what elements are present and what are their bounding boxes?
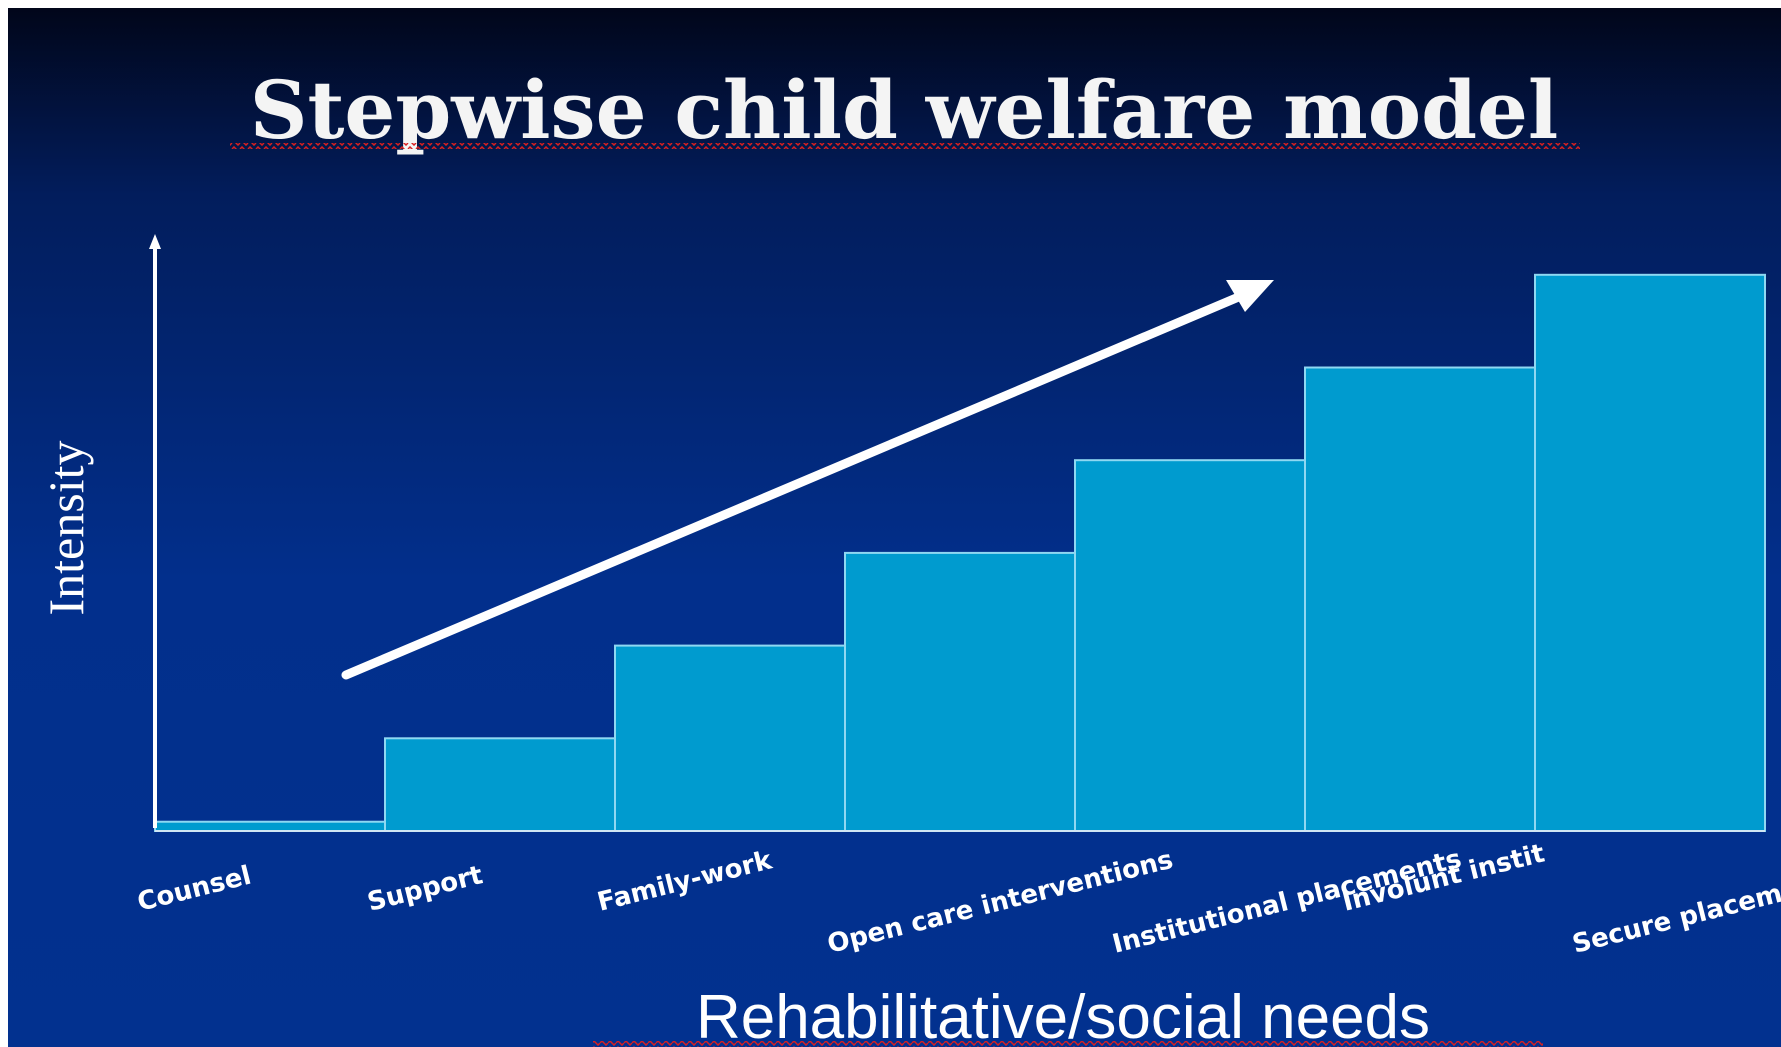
x-tick-label-1: Counsel [134,861,254,918]
y-axis-arrowhead [149,234,161,249]
bars-group [154,273,1766,833]
bar-1 [154,820,386,832]
bar-2 [384,737,616,832]
tick-labels-group: Counsel Support Family-work Open care inter… [134,839,1781,960]
x-tick-label-3: Family-work [594,845,775,917]
x-axis-label: Rehabilitative/social needs [696,983,1430,1047]
y-axis-label: Intensity [38,441,94,616]
trend-arrow-line [341,288,1253,680]
bar-7 [1534,273,1766,832]
trend-arrow-head [1226,280,1274,312]
x-tick-label-7: Secure placements [1569,863,1781,960]
x-tick-label-2: Support [364,860,485,918]
bar-5 [1074,459,1306,832]
bar-4 [844,551,1076,833]
bar-6 [1304,366,1536,832]
xlabel-spellcheck-underline [593,1041,1543,1047]
bar-3 [614,644,846,832]
title-spellcheck-underline [230,143,1580,149]
chart-title: Stepwise child welfare model [250,63,1559,157]
slide: Stepwise child welfare model Intensity C… [8,8,1781,1047]
stepwise-bar-chart: Stepwise child welfare model Intensity C… [38,63,1781,1047]
